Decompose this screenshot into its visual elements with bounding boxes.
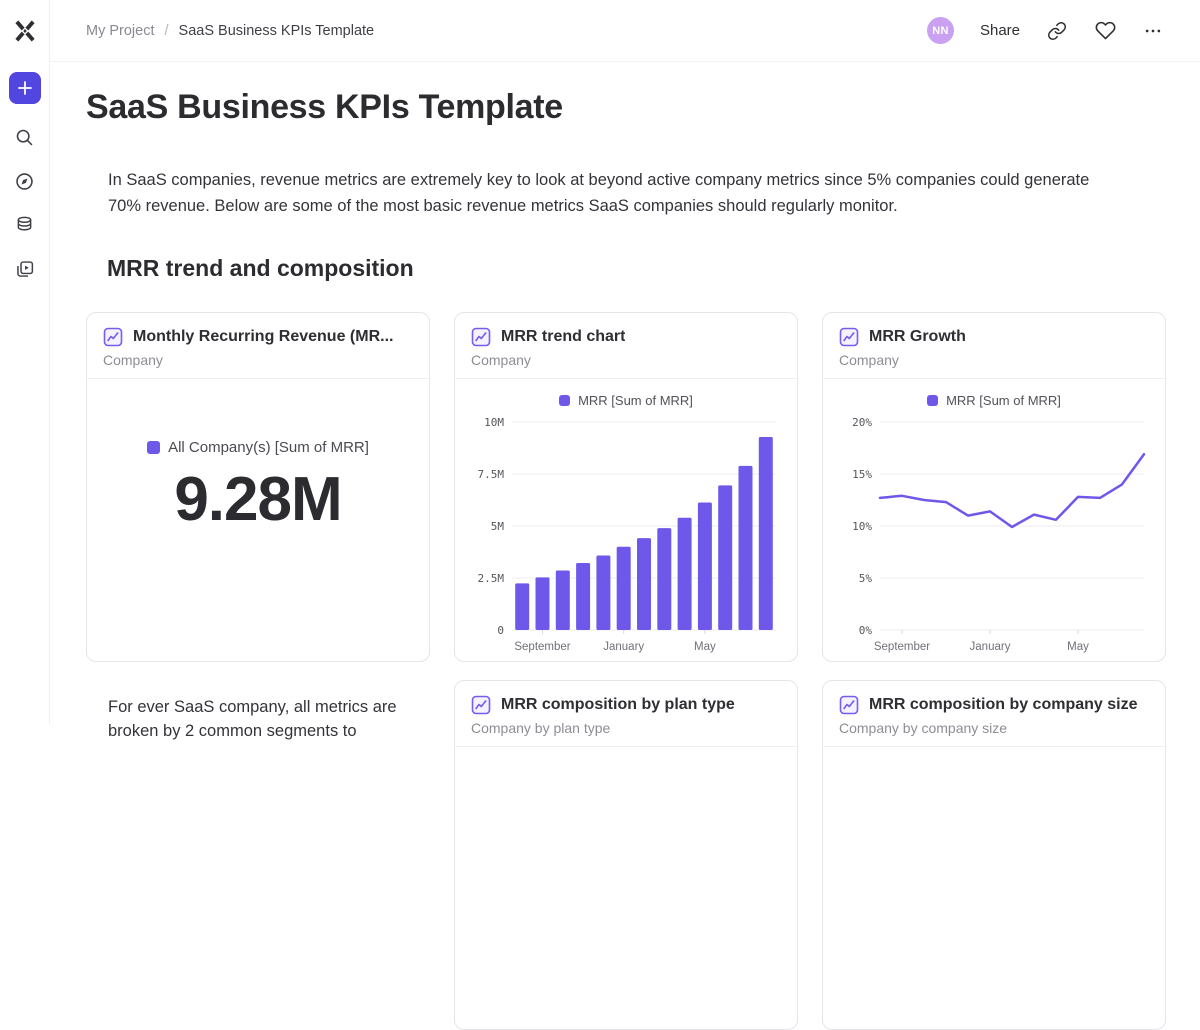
- search-icon: [14, 127, 35, 148]
- card-title-row[interactable]: MRR composition by plan type: [471, 695, 781, 715]
- sidebar-item-discover[interactable]: [14, 170, 36, 192]
- card-mrr-trend[interactable]: MRR trend chart Company MRR [Sum of MRR]…: [454, 312, 798, 662]
- breadcrumb-page: SaaS Business KPIs Template: [179, 23, 375, 39]
- svg-text:5M: 5M: [491, 520, 505, 533]
- card-title: Monthly Recurring Revenue (MR...: [133, 328, 393, 346]
- svg-text:0%: 0%: [859, 624, 873, 637]
- app-logo[interactable]: [0, 0, 50, 62]
- legend-label: MRR [Sum of MRR]: [578, 393, 693, 408]
- card-body: MRR [Sum of MRR] 0 2.5M 5M 7.5M 10M September…: [455, 379, 797, 662]
- svg-text:20%: 20%: [852, 416, 872, 429]
- legend-swatch: [147, 441, 160, 454]
- chart-legend: MRR [Sum of MRR]: [559, 393, 693, 408]
- card-mrr-number[interactable]: Monthly Recurring Revenue (MR... Company…: [86, 312, 430, 662]
- database-icon: [14, 215, 35, 236]
- svg-text:January: January: [970, 641, 1011, 653]
- svg-text:May: May: [1067, 641, 1089, 653]
- legend-label: MRR [Sum of MRR]: [946, 393, 1061, 408]
- chart-legend: All Company(s) [Sum of MRR]: [147, 439, 369, 456]
- svg-text:10M: 10M: [484, 416, 504, 429]
- card-subtitle: Company: [103, 352, 413, 368]
- card-header: Monthly Recurring Revenue (MR... Company: [87, 313, 429, 379]
- report-chart-icon: [103, 327, 123, 347]
- card-header: MRR trend chart Company: [455, 313, 797, 379]
- svg-text:5%: 5%: [859, 572, 873, 585]
- kpi-value: 9.28M: [174, 464, 341, 535]
- card-title-row[interactable]: MRR Growth: [839, 327, 1149, 347]
- card-body: All Company(s) [Sum of MRR] 9.28M: [87, 379, 429, 545]
- card-body: MRR [Sum of MRR] 0% 5% 10% 15% 20% September J…: [823, 379, 1165, 662]
- sidebar-item-data[interactable]: [14, 214, 36, 236]
- bar-chart[interactable]: 0 2.5M 5M 7.5M 10M September January May: [470, 410, 782, 662]
- board-grid: Monthly Recurring Revenue (MR... Company…: [86, 312, 1200, 1030]
- svg-text:2.5M: 2.5M: [478, 572, 505, 585]
- card-header: MRR composition by company size Company …: [823, 681, 1165, 747]
- card-title-row[interactable]: MRR trend chart: [471, 327, 781, 347]
- card-title: MRR composition by plan type: [501, 696, 735, 714]
- chart-legend: MRR [Sum of MRR]: [927, 393, 1061, 408]
- ellipsis-icon: [1143, 21, 1163, 41]
- svg-text:15%: 15%: [852, 468, 872, 481]
- svg-text:September: September: [514, 641, 570, 653]
- card-title: MRR trend chart: [501, 328, 625, 346]
- legend-swatch: [559, 395, 570, 406]
- card-subtitle: Company: [471, 352, 781, 368]
- svg-text:September: September: [874, 641, 930, 653]
- card-title: MRR composition by company size: [869, 696, 1137, 714]
- sidebar: [0, 62, 50, 724]
- legend-swatch: [927, 395, 938, 406]
- boards-icon: [14, 259, 35, 280]
- card-title: MRR Growth: [869, 328, 966, 346]
- top-bar: My Project / SaaS Business KPIs Template…: [0, 0, 1200, 62]
- link-icon: [1047, 21, 1067, 41]
- line-chart[interactable]: 0% 5% 10% 15% 20% September January May: [838, 410, 1150, 662]
- breadcrumb-separator: /: [165, 23, 169, 39]
- report-chart-icon: [471, 695, 491, 715]
- report-chart-icon: [839, 695, 859, 715]
- svg-text:7.5M: 7.5M: [478, 468, 505, 481]
- card-mrr-plan-type[interactable]: MRR composition by plan type Company by …: [454, 680, 798, 1030]
- compass-icon: [14, 171, 35, 192]
- legend-label: All Company(s) [Sum of MRR]: [168, 439, 369, 456]
- sidebar-item-boards[interactable]: [14, 258, 36, 280]
- breadcrumb-project[interactable]: My Project: [86, 23, 155, 39]
- copy-link-button[interactable]: [1046, 20, 1068, 42]
- card-title-row[interactable]: MRR composition by company size: [839, 695, 1149, 715]
- intro-text: In SaaS companies, revenue metrics are e…: [108, 167, 1108, 219]
- mixpanel-logo-icon: [12, 18, 38, 44]
- create-new-button[interactable]: [9, 72, 41, 104]
- card-subtitle: Company by plan type: [471, 720, 781, 736]
- svg-text:10%: 10%: [852, 520, 872, 533]
- card-mrr-company-size[interactable]: MRR composition by company size Company …: [822, 680, 1166, 1030]
- text-tile: For ever SaaS company, all metrics are b…: [86, 680, 440, 1030]
- share-button[interactable]: Share: [980, 22, 1020, 39]
- svg-text:May: May: [694, 641, 716, 653]
- page-title: SaaS Business KPIs Template: [86, 88, 1200, 127]
- svg-text:0: 0: [497, 624, 504, 637]
- card-mrr-growth[interactable]: MRR Growth Company MRR [Sum of MRR] 0% 5%…: [822, 312, 1166, 662]
- main-content: SaaS Business KPIs Template In SaaS comp…: [50, 62, 1200, 1030]
- more-options-button[interactable]: [1142, 20, 1164, 42]
- card-subtitle: Company by company size: [839, 720, 1149, 736]
- section-heading: MRR trend and composition: [107, 255, 1200, 282]
- avatar[interactable]: NN: [927, 17, 954, 44]
- favorite-button[interactable]: [1094, 20, 1116, 42]
- svg-text:January: January: [603, 641, 644, 653]
- card-subtitle: Company: [839, 352, 1149, 368]
- report-chart-icon: [471, 327, 491, 347]
- card-header: MRR composition by plan type Company by …: [455, 681, 797, 747]
- sidebar-item-search[interactable]: [14, 126, 36, 148]
- breadcrumb: My Project / SaaS Business KPIs Template: [86, 23, 374, 39]
- report-chart-icon: [839, 327, 859, 347]
- heart-icon: [1095, 20, 1116, 41]
- card-header: MRR Growth Company: [823, 313, 1165, 379]
- card-title-row[interactable]: Monthly Recurring Revenue (MR...: [103, 327, 413, 347]
- plus-icon: [17, 80, 33, 96]
